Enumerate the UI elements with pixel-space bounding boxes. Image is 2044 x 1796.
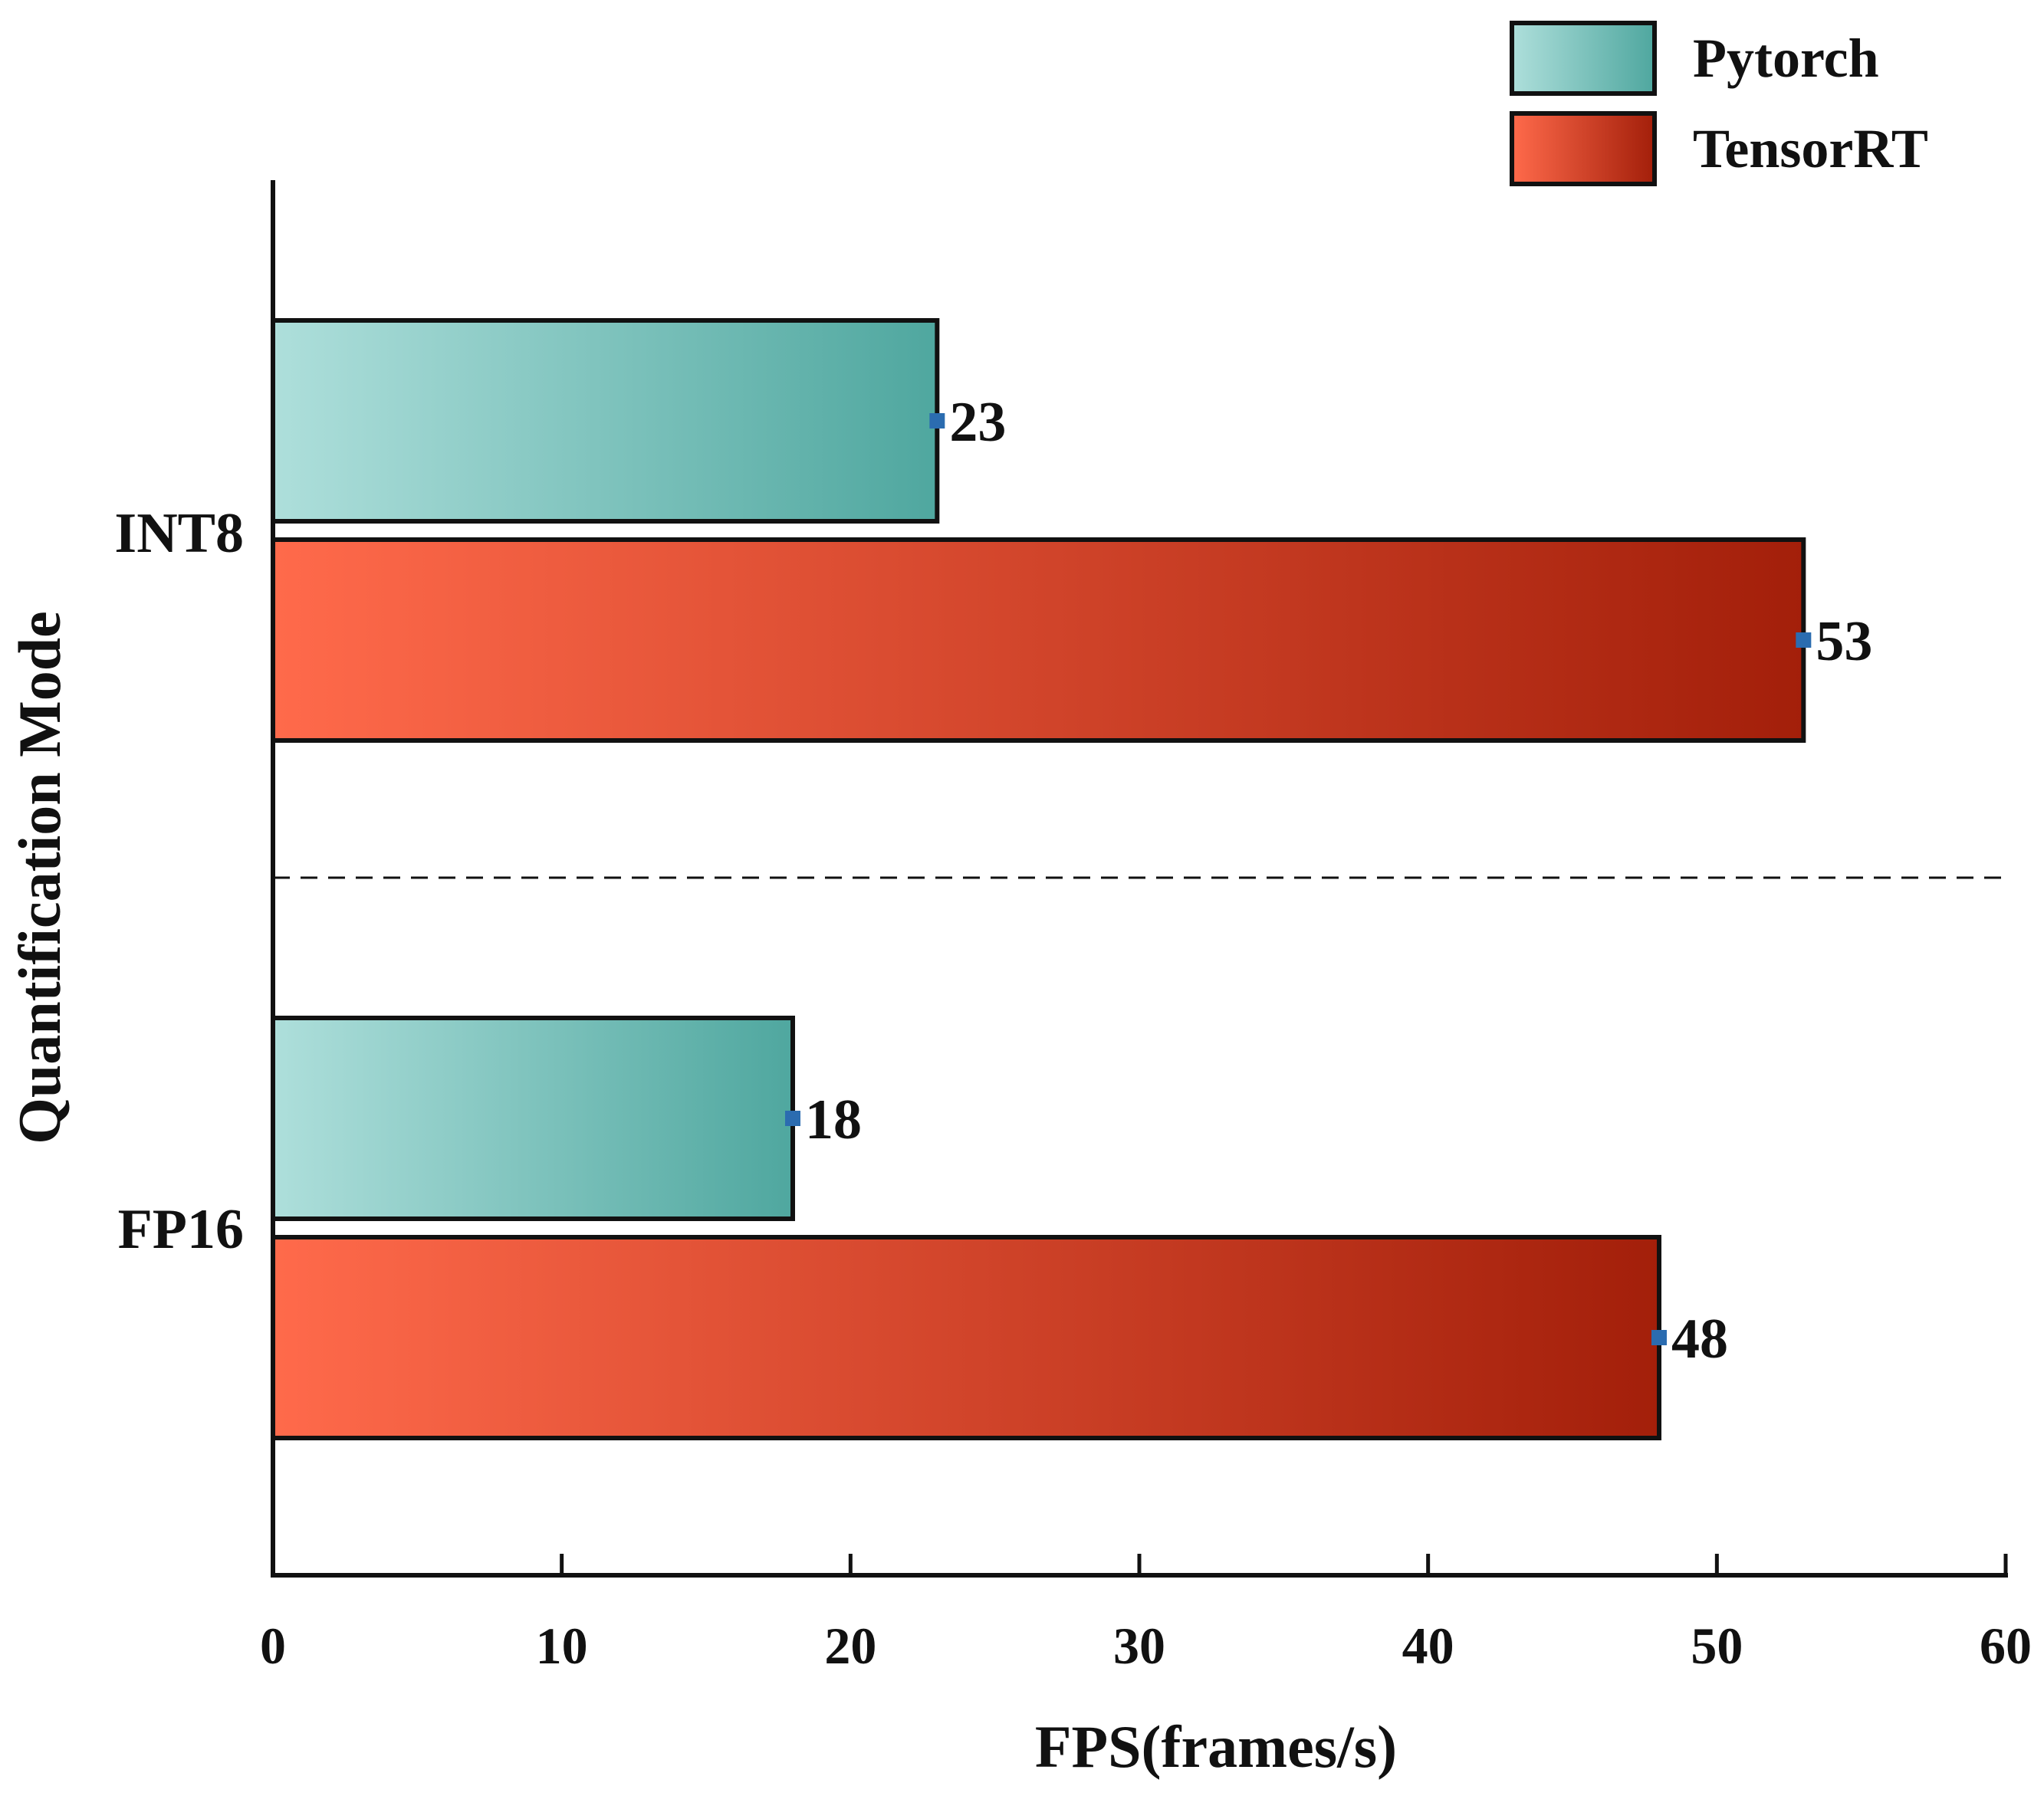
x-tick-label: 20 <box>824 1617 876 1675</box>
legend: Pytorch TensorRT <box>1510 21 1928 186</box>
bar-end-marker <box>785 1111 800 1126</box>
x-tick-label: 0 <box>260 1617 286 1675</box>
bar-pytorch-fp16 <box>271 1016 795 1221</box>
bar-tensorrt-fp16 <box>271 1235 1661 1440</box>
x-tick-label: 50 <box>1691 1617 1743 1675</box>
bar-pytorch-int8 <box>271 318 940 524</box>
y-axis-title: Quantification Mode <box>6 611 73 1144</box>
data-label: 18 <box>805 1088 862 1151</box>
legend-swatch-tensorrt <box>1510 111 1657 186</box>
category-label-fp16: FP16 <box>118 1198 244 1261</box>
data-label: 23 <box>949 391 1006 454</box>
x-tick-label: 60 <box>1980 1617 2032 1675</box>
legend-label-tensorrt: TensorRT <box>1693 118 1928 179</box>
x-tick-label: 40 <box>1402 1617 1454 1675</box>
bar-tensorrt-int8 <box>271 537 1806 743</box>
bars-layer <box>271 318 1812 1440</box>
data-label: 53 <box>1816 610 1872 673</box>
x-tick-label: 30 <box>1113 1617 1165 1675</box>
legend-label-pytorch: Pytorch <box>1693 28 1879 89</box>
bar-end-marker <box>929 413 945 428</box>
labels-layer: 0 10 20 30 40 50 60 FPS(frames/s) Quantification… <box>6 391 2032 1780</box>
data-label: 48 <box>1671 1308 1728 1371</box>
x-axis-title: FPS(frames/s) <box>1035 1713 1397 1780</box>
bar-end-marker <box>1796 632 1812 648</box>
x-tick-label: 10 <box>536 1617 588 1675</box>
legend-swatch-pytorch <box>1510 21 1657 96</box>
bar-end-marker <box>1651 1330 1667 1345</box>
category-label-int8: INT8 <box>114 502 244 565</box>
